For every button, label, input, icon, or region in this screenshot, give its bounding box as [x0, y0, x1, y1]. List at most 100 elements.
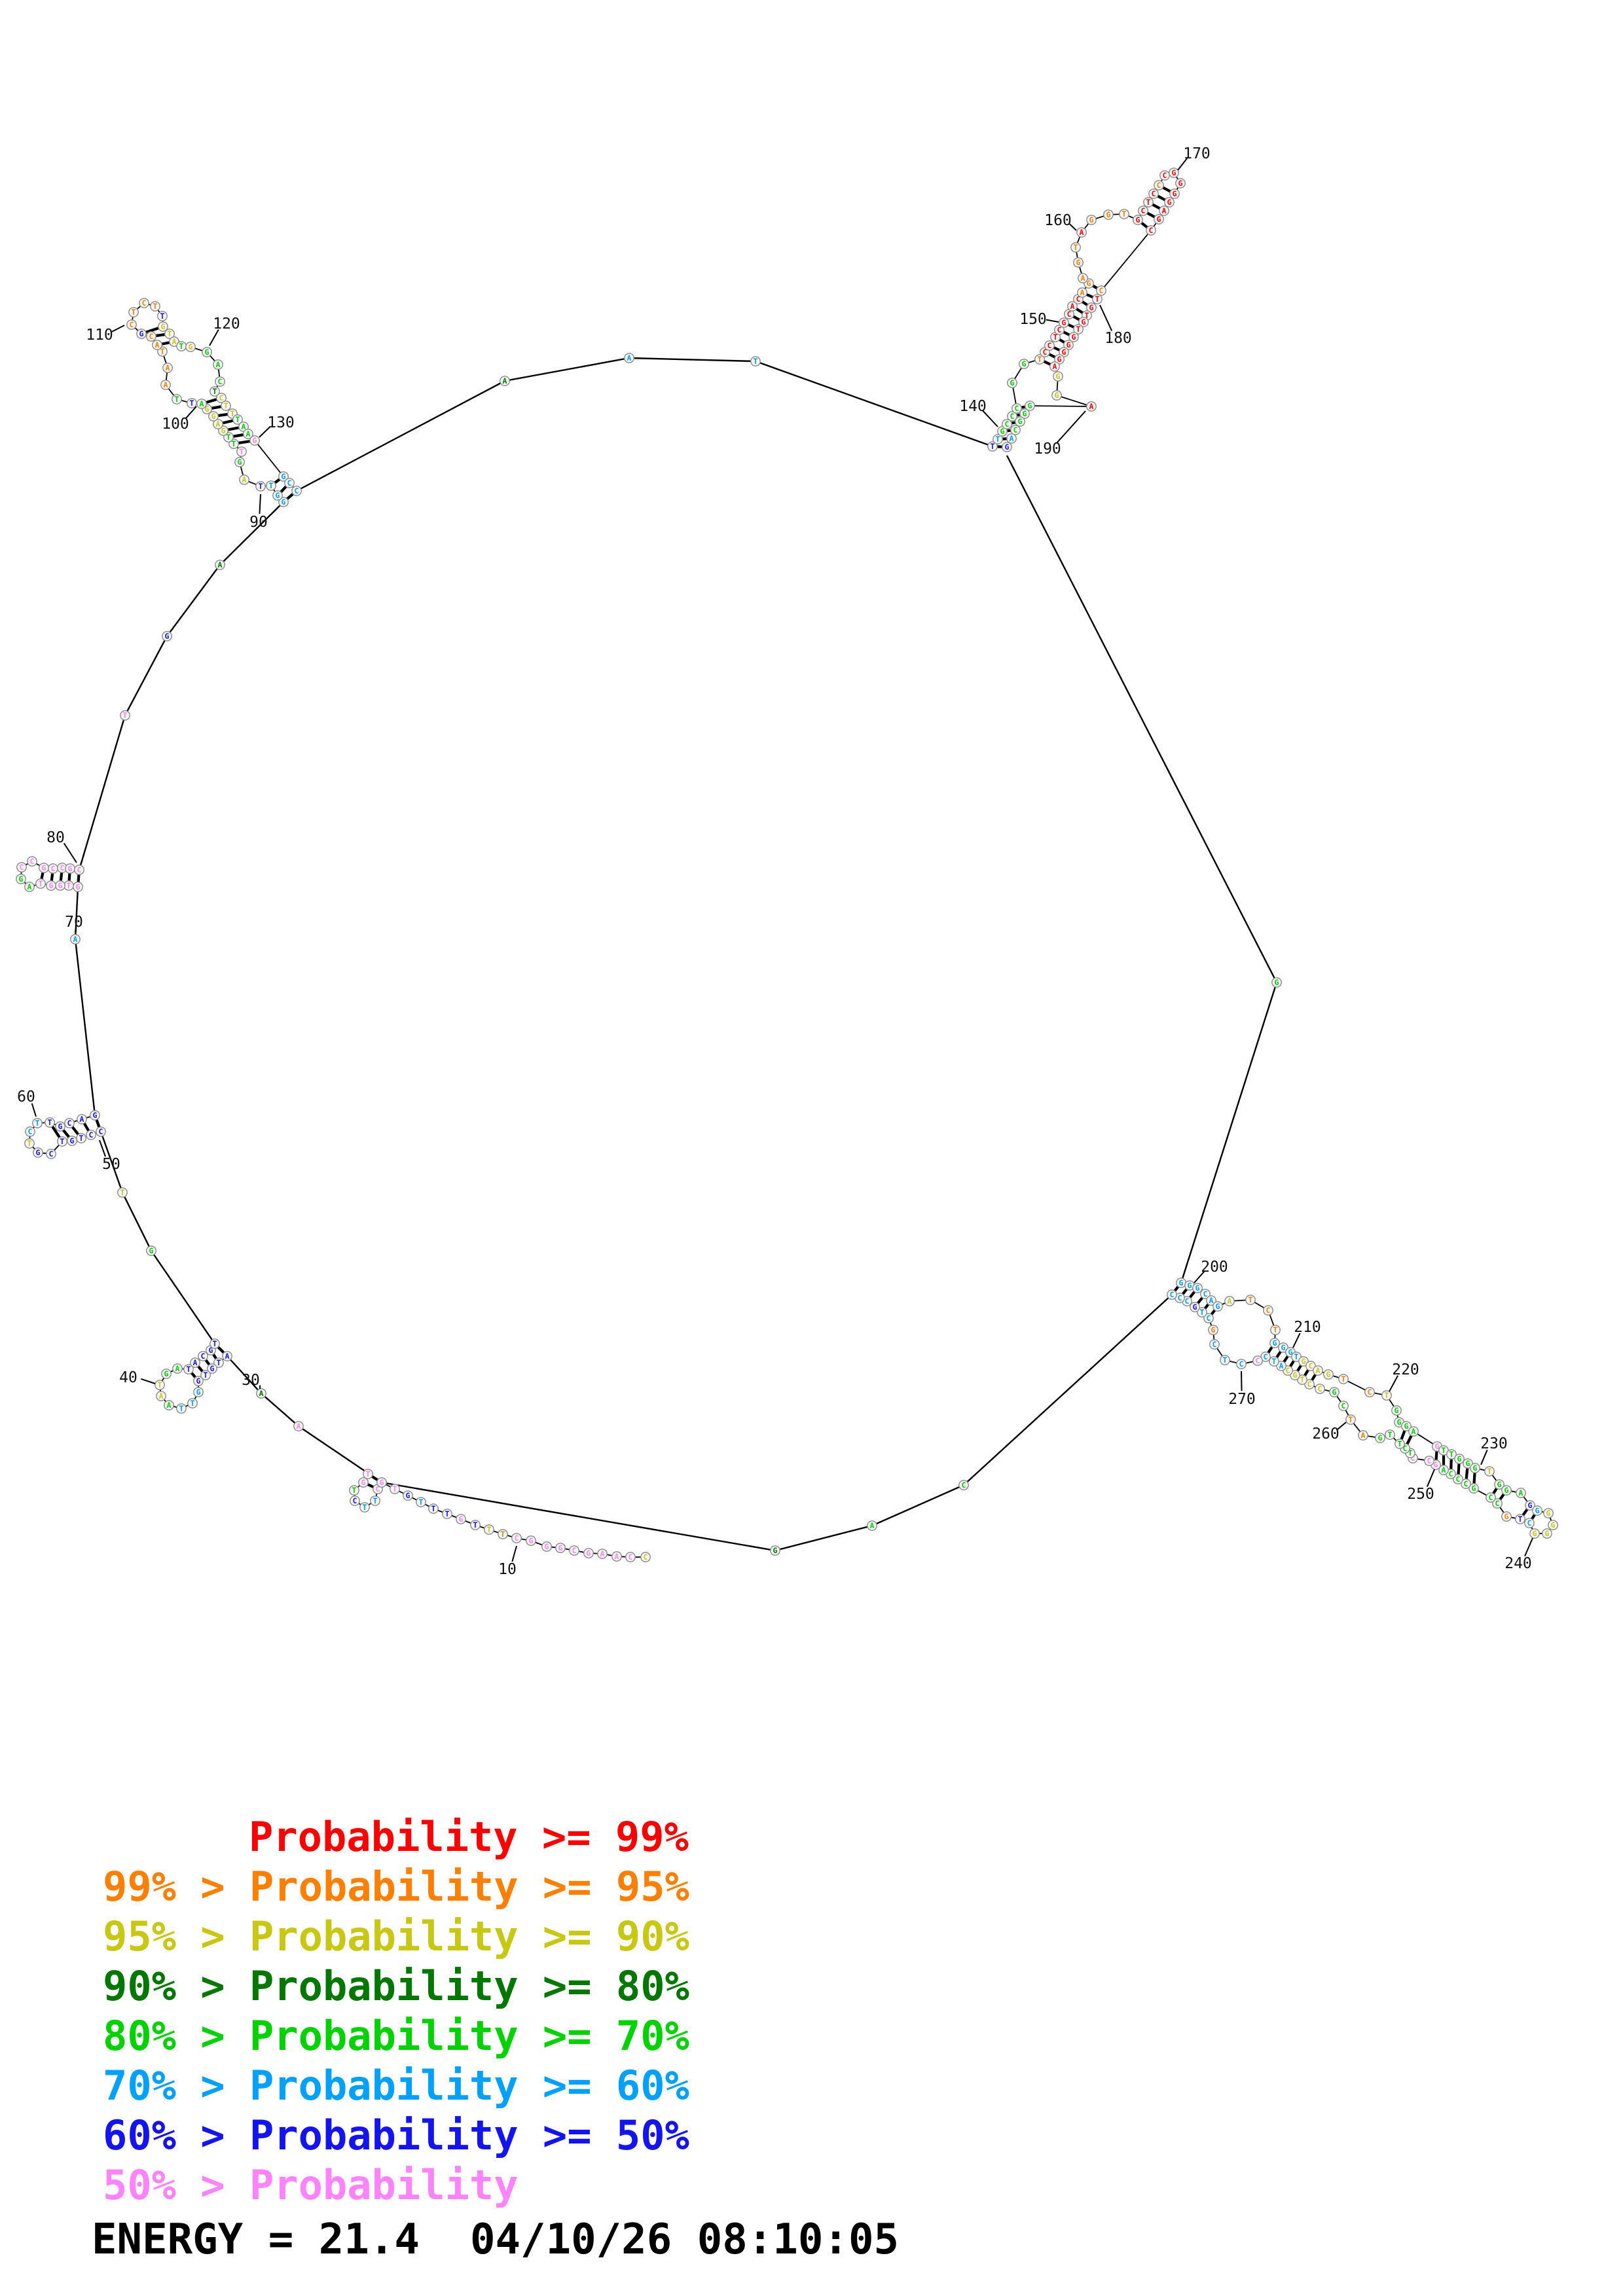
legend-row-3: 95% > Probability >= 90%: [103, 1912, 689, 1960]
base-circle: [1010, 425, 1021, 435]
label-leader: [185, 406, 197, 420]
base-circle: [1213, 1301, 1223, 1312]
base-letter: G: [1087, 279, 1091, 288]
base-letter: A: [167, 1401, 172, 1410]
base-circle: [24, 882, 35, 892]
base-circle: [1073, 257, 1084, 268]
base-letter: G: [1473, 1463, 1478, 1473]
base-letter: C: [1464, 1479, 1468, 1488]
base-letter: C: [1152, 189, 1156, 198]
base-circle: [1078, 317, 1089, 327]
base-circle: [221, 401, 231, 411]
base-circle: [1543, 1508, 1554, 1518]
base-letter: G: [211, 412, 216, 421]
label-leader: [1068, 223, 1077, 231]
base-letter: G: [1378, 1433, 1383, 1443]
base-circle: [1385, 1429, 1395, 1440]
base-letter: C: [1286, 1366, 1290, 1375]
base-letter: T: [473, 1520, 478, 1530]
backbone-ring: [100, 1131, 215, 1344]
base-letter: T: [754, 357, 758, 366]
base-circle: [555, 1543, 566, 1553]
base-letter: C: [1170, 1290, 1175, 1299]
base-letter: C: [1266, 1306, 1271, 1315]
base-circle: [120, 710, 130, 721]
base-letter: C: [60, 863, 65, 872]
base-circle: [1051, 390, 1062, 401]
base-letter: C: [1043, 348, 1048, 357]
base-letter: C: [644, 1552, 648, 1562]
base-circle: [150, 301, 160, 312]
base-circle: [1492, 1498, 1503, 1509]
base-letter: G: [1179, 1278, 1184, 1287]
base-circle: [46, 880, 56, 891]
base-circle: [1007, 378, 1017, 388]
base-letter: G: [1281, 1343, 1286, 1352]
base-circle: [1323, 1369, 1334, 1380]
base-letter: C: [1411, 1454, 1415, 1463]
position-label: 250: [1407, 1486, 1434, 1503]
base-circle: [176, 1403, 187, 1414]
base-letter: T: [991, 442, 995, 451]
base-letter: G: [1551, 1520, 1556, 1530]
base-letter: G: [1076, 258, 1081, 267]
base-letter: G: [189, 342, 193, 351]
base-circle: [55, 1121, 65, 1132]
base-letter: G: [1082, 317, 1086, 327]
base-letter: A: [193, 1358, 198, 1367]
base-circle: [156, 1391, 166, 1401]
base-circle: [1358, 1430, 1368, 1441]
base-circle: [1034, 354, 1045, 365]
base-circle: [1501, 1511, 1512, 1522]
base-circle: [1007, 411, 1017, 422]
base-letter: T: [1450, 1450, 1454, 1459]
base-letter: C: [1264, 1352, 1268, 1361]
base-circle: [1461, 1479, 1471, 1489]
base-letter: A: [627, 353, 632, 363]
base-letter: T: [1122, 209, 1127, 219]
base-circle: [541, 1541, 552, 1552]
base-letter: T: [1385, 1391, 1389, 1400]
base-letter: A: [1089, 402, 1094, 411]
base-circle: [1175, 178, 1186, 188]
base-circle: [27, 856, 37, 867]
base-circle: [750, 356, 761, 367]
base-letter: T: [445, 1509, 450, 1518]
base-letter: A: [259, 1389, 264, 1398]
base-letter: G: [1167, 198, 1172, 207]
position-label: 200: [1201, 1259, 1228, 1276]
legend-row-5: 80% > Probability >= 70%: [103, 2012, 689, 2060]
label-leader: [209, 329, 219, 346]
base-letter: G: [1136, 215, 1140, 224]
base-letter: C: [1010, 412, 1015, 421]
base-circle: [1501, 1485, 1512, 1496]
base-circle: [1463, 1458, 1473, 1469]
base-circle: [256, 1388, 266, 1399]
base-circle: [1070, 242, 1081, 253]
base-circle: [158, 321, 168, 332]
label-leader: [141, 1378, 156, 1384]
base-letter: G: [1528, 1501, 1533, 1510]
base-circle: [1236, 1359, 1247, 1369]
base-circle: [272, 490, 283, 501]
base-letter: T: [1487, 1467, 1492, 1476]
base-circle: [416, 1497, 426, 1507]
base-letter: T: [160, 347, 165, 356]
base-letter: C: [1239, 1359, 1244, 1369]
base-circle: [1220, 1355, 1230, 1365]
base-letter: G: [545, 1542, 549, 1551]
base-letter: C: [1449, 1469, 1453, 1479]
base-letter: C: [1048, 341, 1052, 350]
base-letter: C: [1307, 1380, 1312, 1389]
base-circle: [1486, 1492, 1496, 1503]
base-letter: A: [242, 475, 247, 484]
base-circle: [500, 376, 510, 386]
base-circle: [16, 874, 26, 884]
backbone-ring: [381, 1294, 1173, 1552]
base-letter: A: [297, 1422, 301, 1431]
base-circle: [1484, 1466, 1495, 1477]
base-letter: G: [42, 863, 46, 872]
base-letter: G: [76, 882, 81, 891]
base-circle: [90, 1110, 100, 1121]
base-circle: [1143, 197, 1154, 207]
